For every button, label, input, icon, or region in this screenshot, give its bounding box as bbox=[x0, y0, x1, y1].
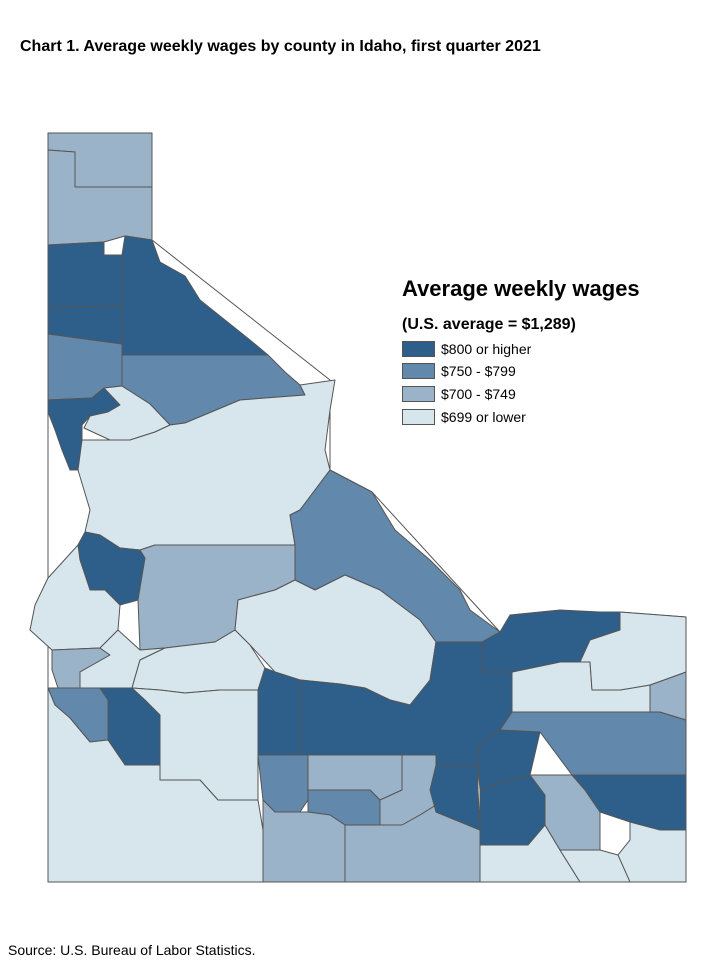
legend-subtitle: (U.S. average = $1,289) bbox=[402, 316, 576, 333]
legend-swatch bbox=[402, 386, 435, 402]
county-shoshone[interactable] bbox=[121, 235, 269, 356]
county-bear-lake-south[interactable] bbox=[617, 821, 687, 883]
legend-swatch bbox=[402, 409, 435, 425]
county-fremont[interactable] bbox=[579, 611, 687, 691]
chart-title: Chart 1. Average weekly wages by county … bbox=[20, 38, 541, 55]
legend-item-699-or-lower: $699 or lower bbox=[402, 408, 526, 426]
legend-item-750-799: $750 - $799 bbox=[402, 362, 516, 380]
source-note: Source: U.S. Bureau of Labor Statistics. bbox=[8, 942, 256, 958]
legend-swatch bbox=[402, 363, 435, 379]
legend-item-700-749: $700 - $749 bbox=[402, 385, 516, 403]
legend-label: $700 - $749 bbox=[441, 386, 516, 402]
county-camas[interactable] bbox=[257, 667, 301, 756]
legend-swatch bbox=[402, 341, 435, 357]
legend-label: $750 - $799 bbox=[441, 363, 516, 379]
legend-label: $699 or lower bbox=[441, 409, 526, 425]
county-washington[interactable] bbox=[29, 544, 121, 651]
legend-label: $800 or higher bbox=[441, 341, 532, 357]
legend-title: Average weekly wages bbox=[402, 276, 640, 301]
legend-item-800-or-higher: $800 or higher bbox=[402, 340, 531, 358]
county-twin-falls[interactable] bbox=[262, 799, 346, 883]
county-kootenai[interactable] bbox=[47, 241, 123, 309]
